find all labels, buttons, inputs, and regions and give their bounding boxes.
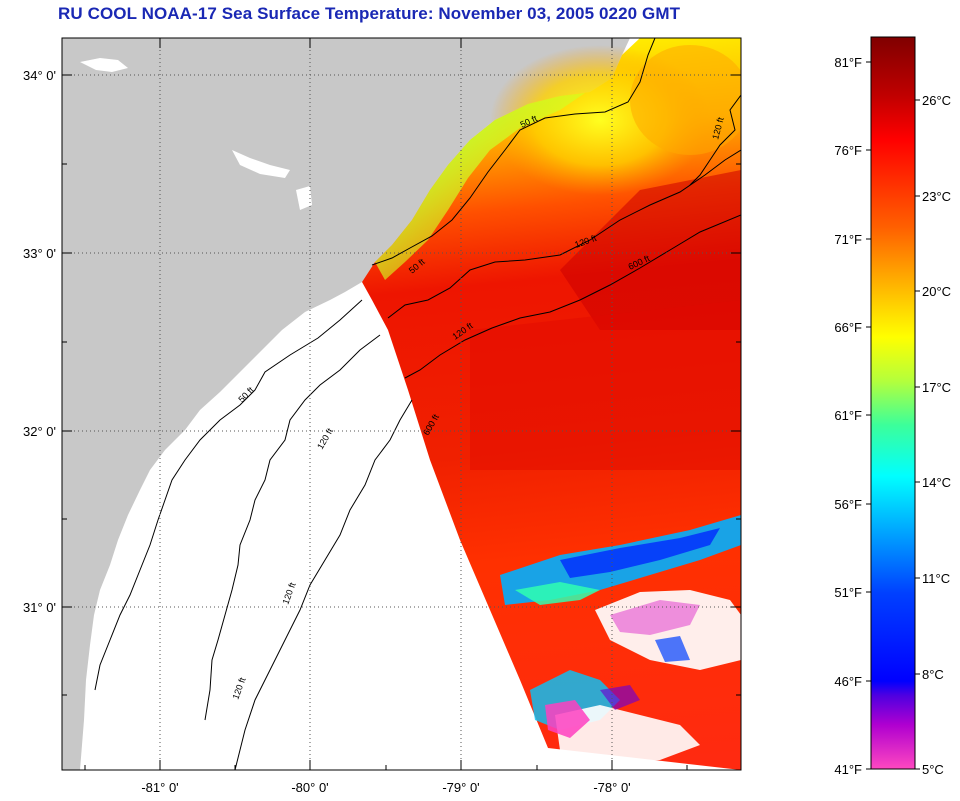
inland-lake (296, 186, 312, 210)
lat-label: 32° 0' (23, 424, 56, 439)
map-border (61, 37, 742, 771)
inland-lake (232, 150, 290, 178)
colorbar-f-label: 46°F (834, 674, 862, 689)
chart-title: RU COOL NOAA-17 Sea Surface Temperature:… (58, 4, 681, 23)
lon-label: -79° 0' (442, 780, 479, 795)
colorbar-c-label: 20°C (922, 284, 951, 299)
colorbar-c-label: 17°C (922, 380, 951, 395)
lon-label: -78° 0' (593, 780, 630, 795)
colorbar-c-label: 14°C (922, 475, 951, 490)
lon-label: -80° 0' (291, 780, 328, 795)
colorbar-f-label: 56°F (834, 497, 862, 512)
colorbar-f-label: 66°F (834, 320, 862, 335)
colorbar-c-label: 26°C (922, 93, 951, 108)
colorbar-f-label: 51°F (834, 585, 862, 600)
colorbar-f-label: 76°F (834, 143, 862, 158)
lon-label: -81° 0' (141, 780, 178, 795)
colorbar-c-label: 23°C (922, 189, 951, 204)
colorbar-f-label: 71°F (834, 232, 862, 247)
colorbar-f-label: 61°F (834, 408, 862, 423)
colorbar-c-label: 11°C (922, 571, 950, 586)
colorbar-f-label: 81°F (834, 55, 862, 70)
sst-swath (362, 38, 741, 770)
land-mass (62, 38, 630, 770)
colorbar-f-label: 41°F (834, 762, 862, 777)
inland-lake (80, 58, 128, 72)
bathymetry-contours (94, 38, 741, 770)
colorbar-ticks (866, 61, 920, 770)
lat-label: 34° 0' (23, 68, 56, 83)
colorbar (870, 36, 916, 770)
lat-label: 33° 0' (23, 246, 56, 261)
colorbar-c-label: 5°C (922, 762, 944, 777)
lat-label: 31° 0' (23, 600, 56, 615)
axis-ticks (62, 38, 741, 770)
colorbar-c-label: 8°C (922, 667, 944, 682)
